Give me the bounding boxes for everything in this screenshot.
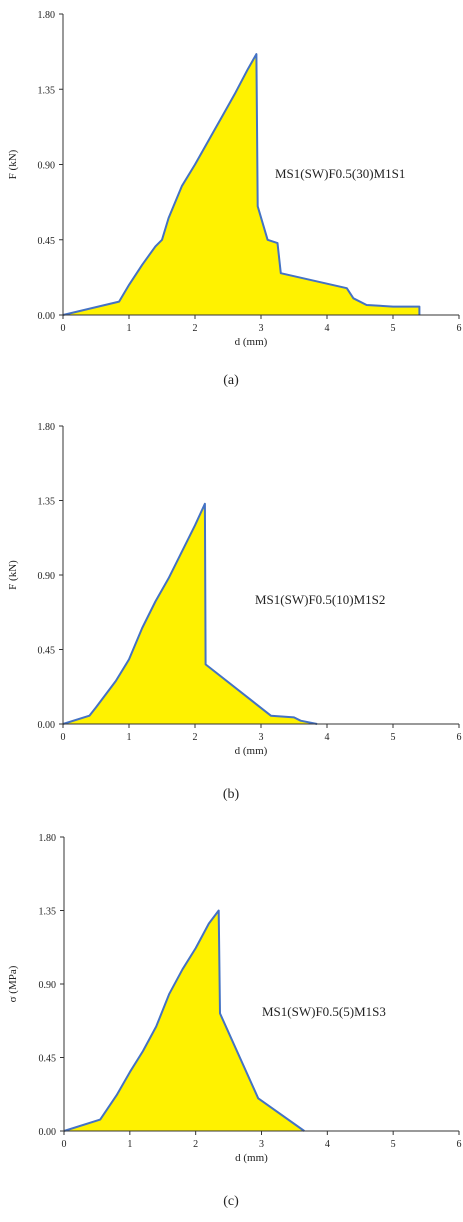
data-curve xyxy=(62,502,318,725)
y-tick-label: 1.35 xyxy=(38,497,56,508)
y-axis-label: F (kN) xyxy=(7,149,19,179)
panel-caption: (a) xyxy=(223,373,239,388)
y-axis-label: F (kN) xyxy=(7,560,19,590)
panel-caption: (c) xyxy=(223,1194,239,1209)
x-tick-label: 0 xyxy=(61,323,66,334)
area-fill xyxy=(63,503,318,724)
chart-panel-a: 0 1 2 3 4 5 6 0.00 0.45 0.90 1.35 1.80 d (mm) F (k… xyxy=(7,10,462,388)
y-tick-label: 1.80 xyxy=(38,422,56,433)
y-tick-labels: 0.00 0.45 0.90 1.35 1.80 xyxy=(38,10,63,322)
area-fill xyxy=(64,910,305,1131)
y-axis-label: σ (MPa) xyxy=(7,965,19,1002)
y-tick-label: 1.35 xyxy=(39,907,57,918)
specimen-annotation: MS1(SW)F0.5(30)M1S1 xyxy=(275,166,405,181)
x-tick-label: 2 xyxy=(193,732,198,743)
specimen-annotation: MS1(SW)F0.5(5)M1S3 xyxy=(262,1004,386,1019)
y-tick-label: 0.00 xyxy=(38,311,56,322)
chart-panel-c: 0 1 2 3 4 5 6 0.00 0.45 0.90 1.35 1.80 d (mm) σ (M… xyxy=(7,833,462,1209)
chart-panel-b: 0 1 2 3 4 5 6 0.00 0.45 0.90 1.35 1.80 d (mm) F (k… xyxy=(7,422,462,802)
y-tick-label: 0.45 xyxy=(39,1054,57,1065)
x-tick-label: 5 xyxy=(391,1139,396,1150)
x-tick-label: 3 xyxy=(259,1139,264,1150)
panel-caption: (b) xyxy=(223,787,240,802)
x-tick-label: 2 xyxy=(193,323,198,334)
y-tick-label: 0.90 xyxy=(38,571,56,582)
y-tick-labels: 0.00 0.45 0.90 1.35 1.80 xyxy=(39,833,64,1138)
x-tick-label: 4 xyxy=(325,732,330,743)
x-tick-label: 6 xyxy=(457,323,462,334)
x-tick-label: 4 xyxy=(325,323,330,334)
y-tick-label: 0.45 xyxy=(38,646,56,657)
x-axis-label: d (mm) xyxy=(235,745,268,757)
x-tick-label: 2 xyxy=(193,1139,198,1150)
x-tick-label: 3 xyxy=(259,732,264,743)
data-curve xyxy=(62,53,421,316)
x-tick-label: 1 xyxy=(127,1139,132,1150)
specimen-annotation: MS1(SW)F0.5(10)M1S2 xyxy=(255,592,385,607)
x-axis-label: d (mm) xyxy=(235,1152,268,1164)
x-tick-label: 6 xyxy=(457,732,462,743)
y-tick-label: 0.90 xyxy=(39,980,57,991)
y-tick-labels: 0.00 0.45 0.90 1.35 1.80 xyxy=(38,422,63,731)
x-tick-label: 6 xyxy=(457,1139,462,1150)
y-tick-label: 1.80 xyxy=(39,833,57,844)
x-tick-label: 5 xyxy=(391,323,396,334)
y-tick-label: 0.90 xyxy=(38,161,56,172)
x-tick-label: 1 xyxy=(127,732,132,743)
x-tick-labels: 0 1 2 3 4 5 6 xyxy=(62,1131,462,1150)
x-tick-label: 1 xyxy=(127,323,132,334)
x-axis-label: d (mm) xyxy=(235,336,268,348)
y-tick-label: 0.45 xyxy=(38,236,56,247)
y-tick-label: 0.00 xyxy=(39,1127,57,1138)
x-tick-label: 5 xyxy=(391,732,396,743)
area-fill xyxy=(63,54,420,315)
y-tick-label: 1.80 xyxy=(38,10,56,21)
x-tick-label: 4 xyxy=(325,1139,330,1150)
x-tick-label: 3 xyxy=(259,323,264,334)
x-tick-labels: 0 1 2 3 4 5 6 xyxy=(61,724,462,743)
y-tick-label: 1.35 xyxy=(38,85,56,96)
data-curve xyxy=(63,909,305,1132)
y-tick-label: 0.00 xyxy=(38,720,56,731)
x-tick-label: 0 xyxy=(62,1139,67,1150)
x-tick-labels: 0 1 2 3 4 5 6 xyxy=(61,315,462,334)
x-tick-label: 0 xyxy=(61,732,66,743)
